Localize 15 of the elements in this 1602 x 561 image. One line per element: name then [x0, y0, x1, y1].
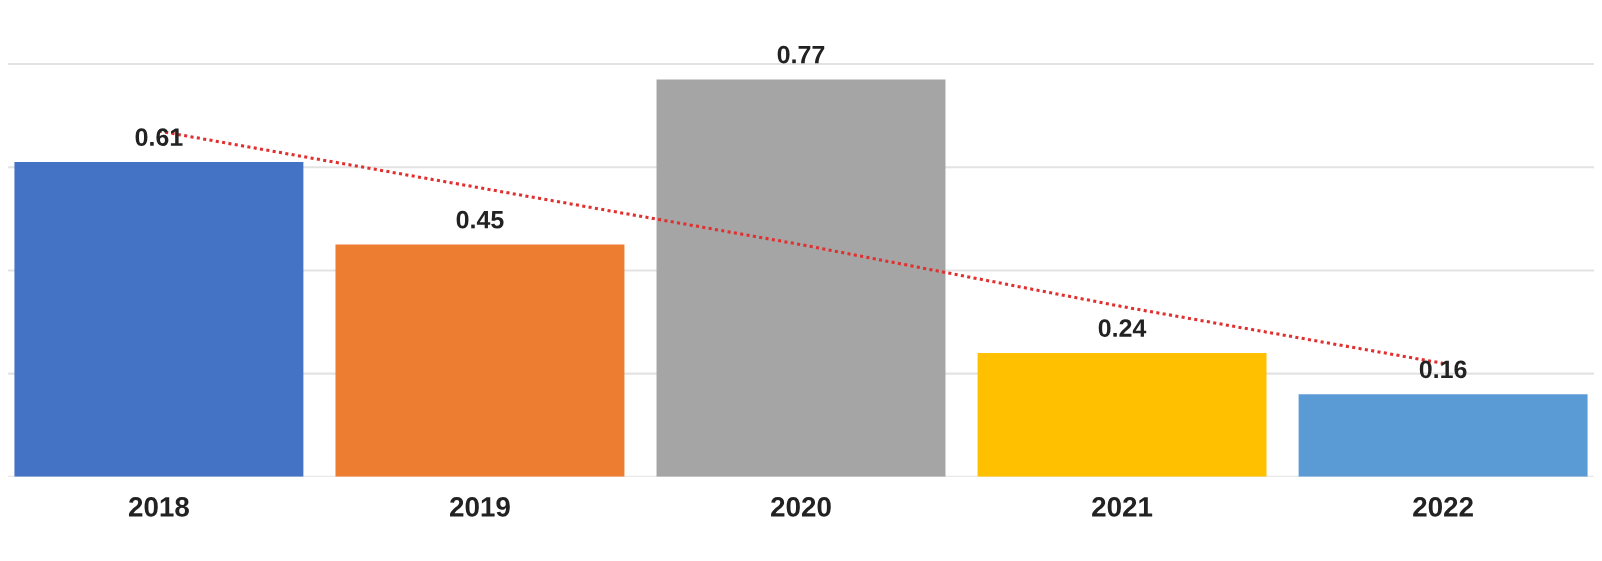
bar	[14, 162, 304, 477]
x-tick-label: 2022	[1413, 497, 1473, 517]
x-tick-label: 2019	[450, 497, 510, 517]
x-tick-label: 2020	[771, 497, 831, 517]
bar	[335, 244, 625, 477]
data-label: 0.16	[1419, 360, 1467, 379]
x-tick-label: 2018	[128, 497, 189, 517]
data-label: 0.61	[135, 128, 183, 146]
data-label: 0.45	[456, 210, 504, 229]
bar	[1298, 394, 1588, 477]
bar	[977, 352, 1267, 477]
data-label: 0.24	[1098, 319, 1147, 337]
bar	[656, 79, 946, 477]
data-label: 0.77	[777, 45, 825, 64]
x-tick-label: 2021	[1092, 497, 1153, 517]
